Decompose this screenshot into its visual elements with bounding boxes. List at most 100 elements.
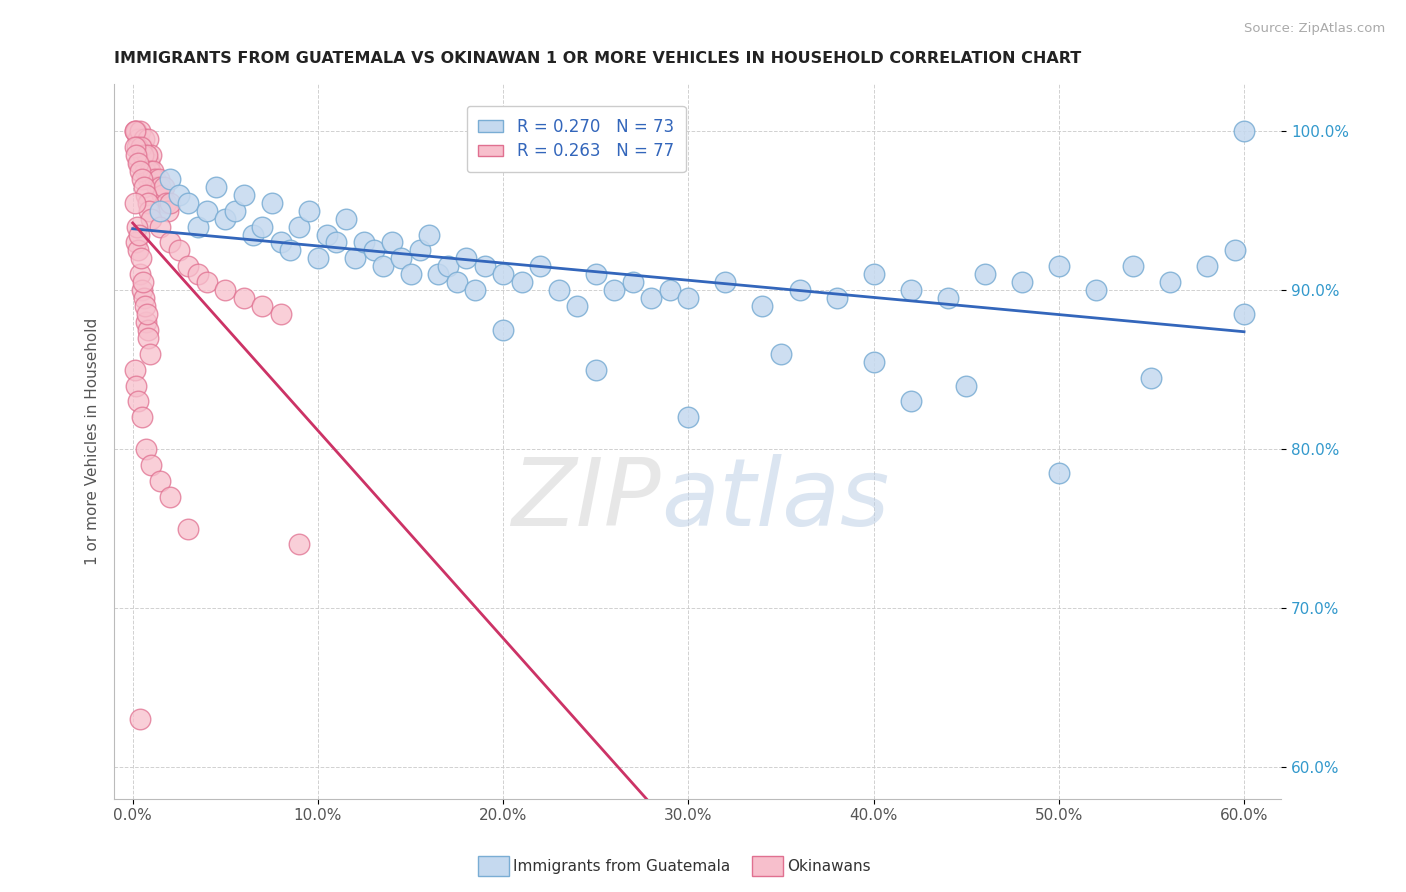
- Point: [1159, 275, 1181, 289]
- Point: [135, 307, 157, 321]
- Point: [156, 203, 179, 218]
- Point: [142, 164, 165, 178]
- Point: [125, 235, 148, 250]
- Point: [131, 140, 153, 154]
- Point: [1047, 466, 1070, 480]
- Point: [124, 124, 146, 138]
- Point: [288, 219, 311, 234]
- Point: [456, 252, 478, 266]
- Point: [149, 219, 172, 234]
- Point: [270, 307, 292, 321]
- Point: [288, 537, 311, 551]
- Point: [862, 354, 884, 368]
- Point: [125, 378, 148, 392]
- Point: [135, 148, 157, 162]
- Point: [363, 244, 385, 258]
- Point: [936, 291, 959, 305]
- Point: [124, 124, 146, 138]
- Text: IMMIGRANTS FROM GUATEMALA VS OKINAWAN 1 OR MORE VEHICLES IN HOUSEHOLD CORRELATIO: IMMIGRANTS FROM GUATEMALA VS OKINAWAN 1 …: [114, 51, 1081, 66]
- Point: [955, 378, 977, 392]
- Point: [232, 291, 254, 305]
- Point: [131, 410, 153, 425]
- Point: [128, 227, 150, 242]
- Point: [127, 244, 149, 258]
- Point: [325, 235, 347, 250]
- Text: Okinawans: Okinawans: [787, 859, 870, 873]
- Point: [900, 394, 922, 409]
- Point: [135, 442, 157, 456]
- Point: [132, 179, 155, 194]
- Text: atlas: atlas: [661, 454, 889, 545]
- Point: [167, 187, 190, 202]
- Point: [159, 490, 181, 504]
- Point: [129, 164, 152, 178]
- Point: [141, 211, 163, 226]
- Point: [129, 712, 152, 726]
- Point: [136, 323, 159, 337]
- Point: [232, 187, 254, 202]
- Point: [132, 291, 155, 305]
- Point: [678, 410, 700, 425]
- Point: [529, 260, 551, 274]
- Point: [1233, 124, 1256, 138]
- Point: [353, 235, 375, 250]
- Point: [1011, 275, 1033, 289]
- Point: [547, 283, 569, 297]
- Point: [1047, 260, 1070, 274]
- Point: [343, 252, 366, 266]
- Point: [492, 323, 515, 337]
- Point: [167, 244, 190, 258]
- Point: [138, 203, 160, 218]
- Point: [214, 211, 236, 226]
- Point: [134, 164, 156, 178]
- Point: [252, 219, 274, 234]
- Point: [141, 148, 163, 162]
- Point: [155, 195, 177, 210]
- Text: Source: ZipAtlas.com: Source: ZipAtlas.com: [1244, 22, 1385, 36]
- Point: [129, 124, 152, 138]
- Point: [136, 195, 159, 210]
- Point: [146, 179, 169, 194]
- Point: [150, 187, 173, 202]
- Point: [205, 179, 228, 194]
- Point: [242, 227, 264, 242]
- Point: [381, 235, 404, 250]
- Point: [371, 260, 394, 274]
- Point: [159, 172, 181, 186]
- Point: [769, 347, 792, 361]
- Point: [139, 347, 162, 361]
- Point: [139, 164, 162, 178]
- Point: [124, 362, 146, 376]
- Point: [260, 195, 283, 210]
- Point: [141, 172, 163, 186]
- Point: [1223, 244, 1246, 258]
- Point: [603, 283, 626, 297]
- Point: [132, 132, 155, 146]
- Point: [129, 252, 152, 266]
- Point: [214, 283, 236, 297]
- Point: [124, 195, 146, 210]
- Point: [159, 195, 181, 210]
- Point: [195, 275, 218, 289]
- Point: [973, 267, 995, 281]
- Point: [138, 156, 160, 170]
- Point: [418, 227, 440, 242]
- Point: [389, 252, 412, 266]
- Point: [298, 203, 321, 218]
- Point: [143, 172, 166, 186]
- Point: [132, 275, 155, 289]
- Point: [224, 203, 246, 218]
- Point: [714, 275, 737, 289]
- Point: [900, 283, 922, 297]
- Point: [149, 179, 172, 194]
- Point: [177, 260, 200, 274]
- Point: [128, 156, 150, 170]
- Text: Immigrants from Guatemala: Immigrants from Guatemala: [513, 859, 731, 873]
- Point: [138, 331, 160, 345]
- Point: [474, 260, 496, 274]
- Legend: R = 0.270   N = 73, R = 0.263   N = 77: R = 0.270 N = 73, R = 0.263 N = 77: [467, 106, 686, 172]
- Point: [186, 219, 208, 234]
- Point: [159, 235, 181, 250]
- Point: [585, 362, 607, 376]
- Point: [678, 291, 700, 305]
